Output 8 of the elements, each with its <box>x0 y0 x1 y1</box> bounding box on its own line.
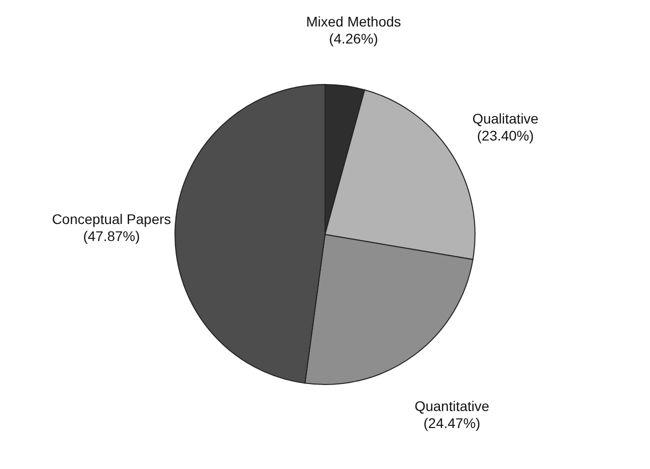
slice-label: Conceptual Papers <box>52 211 172 228</box>
slice-label: Mixed Methods <box>306 13 402 30</box>
data-label: (4.26%) <box>329 30 378 46</box>
data-label: (23.40%) <box>476 127 534 144</box>
slice-label: Qualitative <box>472 110 539 126</box>
slice-label: Quantitative <box>414 398 490 414</box>
data-label: (24.47%) <box>424 414 480 431</box>
data-label: (47.87%) <box>83 228 140 244</box>
